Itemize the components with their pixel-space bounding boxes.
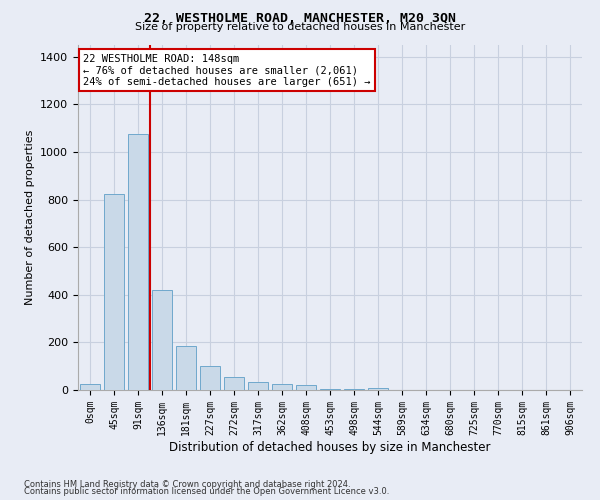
Text: Size of property relative to detached houses in Manchester: Size of property relative to detached ho… [135, 22, 465, 32]
Bar [248, 382, 268, 390]
Text: Contains public sector information licensed under the Open Government Licence v3: Contains public sector information licen… [24, 487, 389, 496]
Bar [224, 377, 244, 390]
Bar [344, 389, 364, 390]
Bar [296, 385, 316, 390]
X-axis label: Distribution of detached houses by size in Manchester: Distribution of detached houses by size … [169, 440, 491, 454]
Bar [104, 194, 124, 390]
Y-axis label: Number of detached properties: Number of detached properties [25, 130, 35, 305]
Bar [152, 290, 172, 390]
Bar [128, 134, 148, 390]
Bar [176, 346, 196, 390]
Bar [368, 388, 388, 390]
Bar [320, 389, 340, 390]
Bar [80, 384, 100, 390]
Bar [272, 384, 292, 390]
Bar [200, 366, 220, 390]
Text: 22 WESTHOLME ROAD: 148sqm
← 76% of detached houses are smaller (2,061)
24% of se: 22 WESTHOLME ROAD: 148sqm ← 76% of detac… [83, 54, 371, 87]
Text: Contains HM Land Registry data © Crown copyright and database right 2024.: Contains HM Land Registry data © Crown c… [24, 480, 350, 489]
Text: 22, WESTHOLME ROAD, MANCHESTER, M20 3QN: 22, WESTHOLME ROAD, MANCHESTER, M20 3QN [144, 12, 456, 26]
